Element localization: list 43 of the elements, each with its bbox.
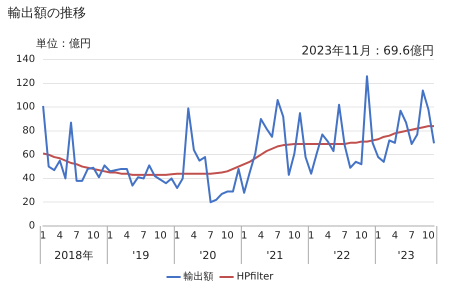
x-tick-label: 10 [86, 230, 100, 242]
y-axis-title: 単位：億円 [36, 36, 91, 50]
x-tick-label: 1 [308, 230, 314, 242]
x-tick-label: 4 [324, 230, 332, 242]
x-tick-label: 1 [174, 230, 180, 242]
text: 2023年11月：69.6億円 [301, 44, 434, 58]
chart-title: 輸出額の推移 [8, 6, 86, 22]
x-tick-label: 4 [258, 230, 264, 242]
x-tick-label: 4 [190, 230, 198, 242]
x-tick-label: 1 [106, 230, 114, 242]
text: '22 [333, 248, 350, 262]
text: '19 [132, 248, 150, 262]
y-tick-label: 20 [22, 196, 36, 208]
x-tick-label: 1 [40, 230, 46, 242]
legend-label: HPfilter [236, 272, 274, 283]
text: '20 [199, 248, 216, 262]
text: 2018年 [54, 248, 94, 262]
x-tick-label: 7 [73, 230, 80, 242]
text: '23 [398, 248, 415, 262]
x-tick-label: 10 [355, 230, 368, 242]
x-tick-label: 1 [240, 230, 248, 242]
x-tick-label: 7 [207, 230, 214, 242]
y-tick-label: 100 [16, 102, 36, 113]
x-tick-label: 1 [374, 230, 382, 242]
x-tick-label: 10 [288, 230, 301, 242]
y-tick-label: 80 [22, 126, 36, 137]
y-tick-label: 40 [22, 173, 36, 184]
x-tick-label: 10 [221, 230, 234, 242]
legend-label: 輸出額 [184, 270, 214, 283]
y-tick-label: 0 [28, 220, 36, 232]
y-tick-label: 140 [16, 54, 36, 66]
y-tick-label: 120 [16, 78, 36, 89]
x-tick-label: 10 [154, 230, 167, 242]
x-tick-label: 7 [274, 230, 281, 242]
x-tick-label: 10 [422, 230, 435, 242]
x-tick-label: 4 [392, 230, 398, 242]
x-tick-label: 7 [341, 230, 348, 242]
y-tick-label: 60 [22, 149, 36, 160]
x-tick-label: 4 [56, 230, 64, 242]
x-tick-label: 4 [124, 230, 130, 242]
x-tick-label: 7 [140, 230, 147, 242]
text: '21 [266, 248, 284, 262]
x-tick-label: 7 [408, 230, 415, 242]
